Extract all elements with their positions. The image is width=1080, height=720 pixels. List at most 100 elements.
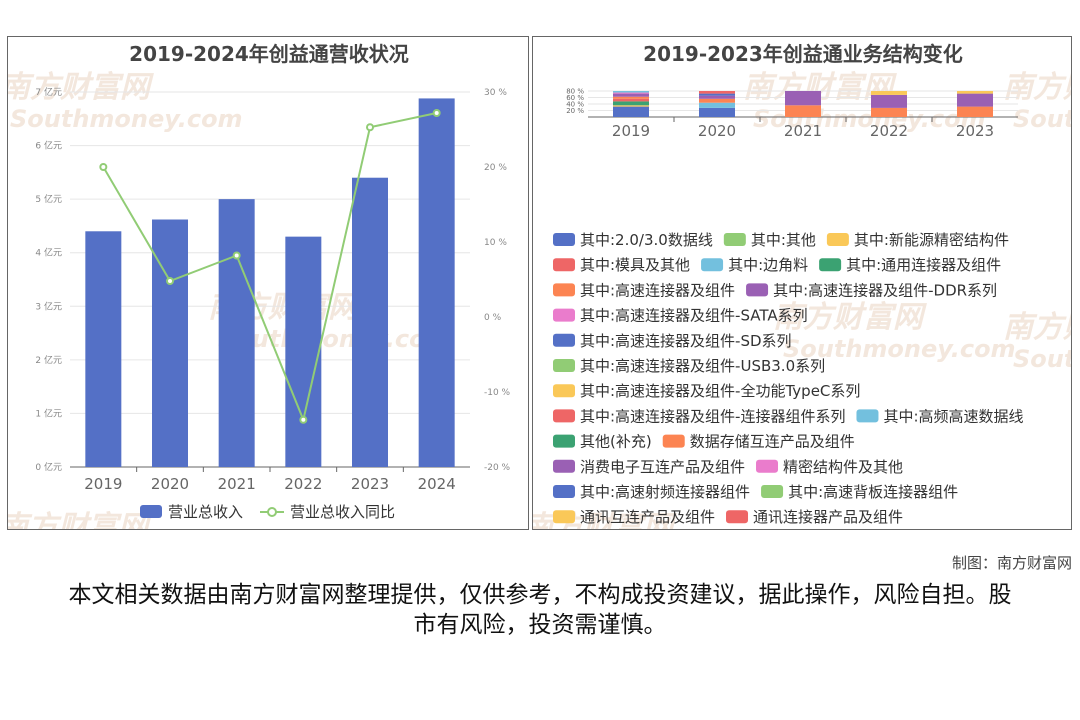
y-right-tick-label: 20 %	[484, 163, 507, 173]
legend-label: 消费电子互连产品及组件	[580, 458, 745, 476]
x-tick-label: 2019	[84, 475, 122, 493]
legend-swatch	[761, 485, 784, 498]
y-right-tick-label: 0 %	[484, 313, 502, 323]
legend-label: 其中:高速连接器及组件-SD系列	[580, 332, 792, 350]
x-tick-label: 2024	[418, 475, 456, 493]
legend-swatch	[553, 233, 575, 246]
y-right-tick-label: -20 %	[484, 463, 511, 473]
legend-label: 数据存储互连产品及组件	[690, 433, 855, 451]
legend-label: 精密结构件及其他	[783, 458, 903, 476]
y-right-tick-label: -10 %	[484, 388, 511, 398]
watermark-text: 南方财富网	[8, 70, 154, 105]
legend-label: 其中:高速背板连接器组件	[788, 483, 958, 501]
legend-label: 其中:2.0/3.0数据线	[580, 231, 713, 249]
y-left-tick-label: 5 亿元	[35, 193, 62, 205]
revenue-chart-panel: 南方财富网 Southmoney.com 南方财富网 Southmoney.com 南方…	[7, 36, 529, 530]
legend-marker-yoy	[267, 507, 277, 517]
y-left-tick-label: 7 亿元	[35, 86, 62, 98]
y-left-tick-label: 1 亿元	[35, 407, 62, 419]
stacked-bar-segment	[699, 95, 735, 99]
legend-swatch	[826, 233, 849, 246]
watermark-text: Southmoney.com	[10, 105, 243, 133]
stacked-bar-segment	[699, 107, 735, 117]
stacked-bar-segment	[613, 101, 649, 106]
legend-label: 其中:高速连接器及组件-USB3.0系列	[580, 357, 825, 375]
legend-swatch	[553, 359, 575, 372]
legend-label: 其他(补充)	[580, 433, 652, 451]
legend-swatch-revenue	[140, 505, 162, 518]
legend-label: 其中:高速射频连接器组件	[580, 483, 750, 501]
legend-label: 其中:高速连接器及组件-SATA系列	[580, 307, 808, 325]
legend-swatch	[553, 409, 575, 423]
stacked-bar-segment	[699, 91, 735, 94]
x-tick-label: 2023	[956, 122, 994, 140]
business-structure-chart-panel: 南方财富网 Southmoney.com 南方财富网 Southmoney.com 南方…	[532, 36, 1072, 530]
stacked-bar-segment	[871, 107, 907, 117]
legend-swatch	[856, 409, 879, 423]
legend-swatch	[553, 485, 575, 498]
y-right-tick-label: 10 %	[484, 238, 507, 248]
revenue-chart: 南方财富网Southmoney.com南方财富网Southmoney.com南方…	[8, 42, 511, 530]
legend-swatch	[553, 510, 575, 524]
legend-swatch	[553, 283, 575, 297]
watermark-text: Southmoney.com	[218, 325, 451, 353]
disclaimer-text: 本文相关数据由南方财富网整理提供，仅供参考，不构成投资建议，据此操作，风险自担。…	[68, 582, 1012, 638]
y-tick-label: 60 %	[566, 94, 584, 102]
yoy-point	[366, 123, 374, 132]
legend-swatch	[723, 233, 746, 246]
watermark-text: 南方财富网	[1003, 310, 1072, 345]
y-tick-label: 40 %	[566, 101, 584, 109]
legend-label: 其中:其他	[751, 231, 816, 249]
stacked-bar-segment	[613, 96, 649, 99]
legend-swatch	[756, 459, 779, 473]
watermark-text: 南方财富网	[1003, 70, 1072, 105]
x-tick-label: 2022	[870, 122, 908, 140]
y-tick-label: 20 %	[566, 107, 584, 115]
legend-label: 其中:高速连接器及组件	[580, 281, 735, 299]
legend-label-revenue: 营业总收入	[168, 503, 243, 521]
legend-swatch	[553, 384, 575, 398]
revenue-bar	[352, 177, 388, 467]
stacked-bar-segment	[957, 106, 993, 117]
stacked-bar-segment	[957, 93, 993, 107]
y-tick-label: 80 %	[566, 88, 584, 96]
watermark-text: 南方财富网	[8, 510, 152, 530]
legend-label: 其中:高速连接器及组件-全功能TypeC系列	[580, 382, 860, 400]
legend-label: 通讯连接器产品及组件	[753, 508, 903, 526]
legend-swatch	[662, 434, 685, 448]
legend-swatch	[553, 258, 575, 272]
legend-swatch	[701, 258, 724, 272]
stacked-bar-segment	[613, 98, 649, 102]
revenue-bar	[218, 199, 255, 467]
legend-swatch	[726, 510, 749, 524]
x-tick-label: 2019	[612, 122, 650, 140]
chart-title: 2019-2023年创益通业务结构变化	[643, 42, 963, 66]
x-tick-label: 2021	[784, 122, 822, 140]
watermark-text: Southmoney.com	[783, 335, 1016, 363]
stacked-bar-segment	[699, 102, 735, 108]
stacked-bar-segment	[957, 91, 993, 94]
legend-swatch	[553, 333, 575, 347]
y-left-tick-label: 0 亿元	[35, 461, 62, 473]
legend-swatch	[553, 459, 575, 473]
stacked-bar-segment	[613, 93, 649, 97]
x-tick-label: 2020	[698, 122, 736, 140]
stacked-bar-segment	[785, 91, 821, 106]
legend-label: 通讯互连产品及组件	[580, 508, 715, 526]
yoy-point	[166, 277, 174, 285]
legend-label: 其中:边角料	[728, 256, 808, 274]
watermark-text: 南方财富网	[773, 300, 927, 335]
stacked-bar-segment	[699, 93, 735, 96]
revenue-bar	[85, 231, 122, 467]
y-left-tick-label: 6 亿元	[35, 140, 62, 152]
yoy-point	[232, 251, 241, 260]
stacked-bar-segment	[699, 98, 735, 103]
stacked-bar-segment	[871, 91, 907, 95]
stacked-bar-segment	[613, 106, 649, 117]
x-tick-label: 2021	[218, 475, 256, 493]
chart-credit: 制图：南方财富网	[951, 554, 1072, 572]
x-tick-label: 2020	[151, 475, 189, 493]
x-tick-label: 2022	[284, 475, 322, 493]
legend-label-yoy: 营业总收入同比	[290, 503, 395, 521]
legend-swatch	[553, 308, 575, 322]
